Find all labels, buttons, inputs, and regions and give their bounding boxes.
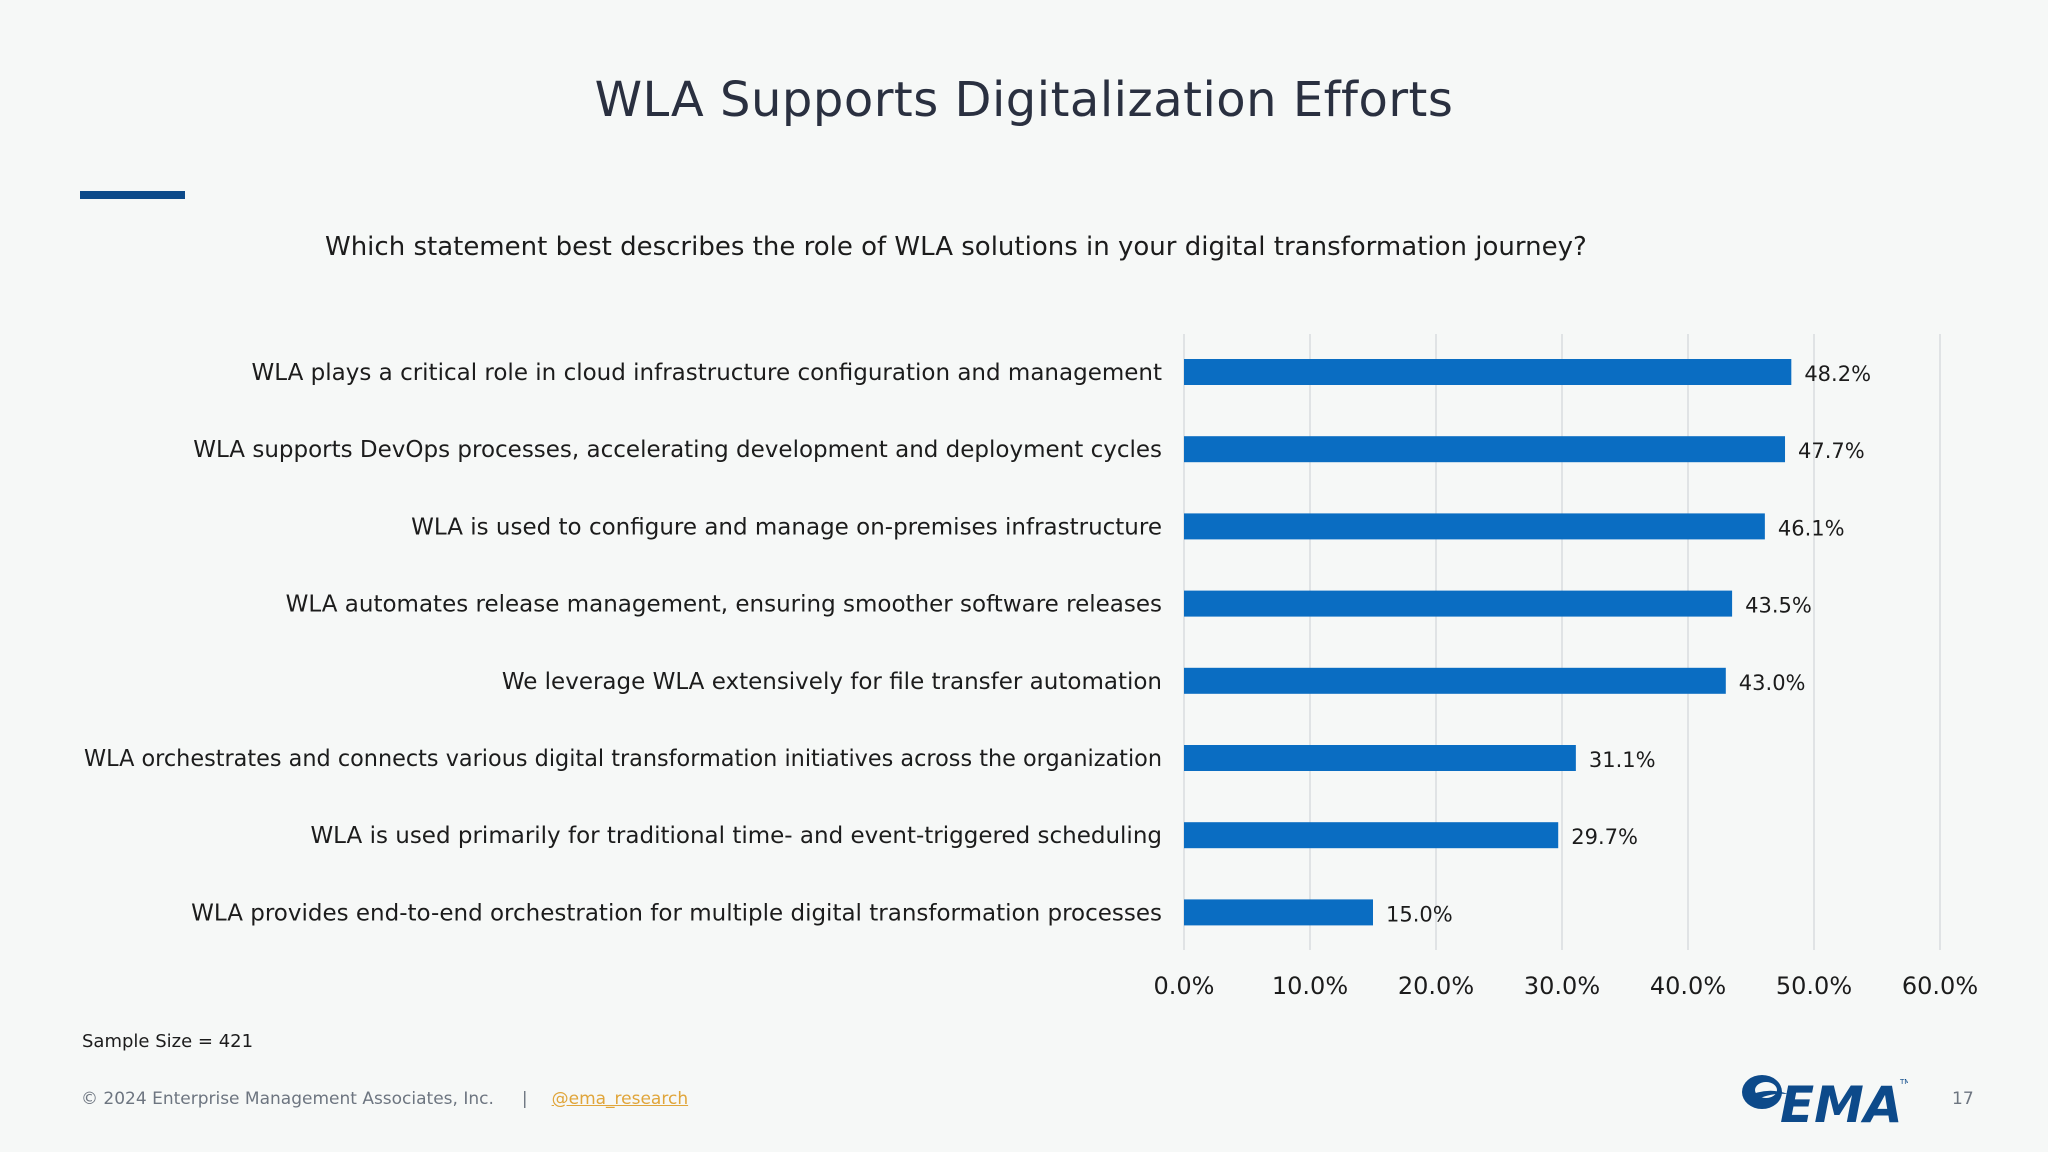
ema-logo: EMA TM <box>1742 1075 1908 1128</box>
category-label: WLA plays a critical role in cloud infra… <box>252 360 1162 386</box>
footer: © 2024 Enterprise Management Associates,… <box>81 1089 688 1109</box>
ema-swoosh-icon <box>1742 1075 1788 1109</box>
data-label: 47.7% <box>1798 439 1865 463</box>
category-label: WLA provides end-to-end orchestration fo… <box>191 900 1162 926</box>
category-label: WLA orchestrates and connects various di… <box>84 746 1162 772</box>
data-label: 29.7% <box>1571 825 1638 849</box>
twitter-handle-link[interactable]: @ema_research <box>551 1089 689 1109</box>
category-label: WLA is used primarily for traditional ti… <box>310 823 1162 849</box>
bar <box>1184 899 1373 926</box>
x-tick-label: 30.0% <box>1524 972 1600 1000</box>
category-label: WLA supports DevOps processes, accelerat… <box>193 437 1162 463</box>
bar <box>1184 359 1792 385</box>
bar <box>1184 436 1786 463</box>
svg-text:TM: TM <box>1899 1078 1908 1086</box>
x-tick-label: 10.0% <box>1272 972 1348 1000</box>
page-number: 17 <box>1952 1089 1974 1109</box>
bar-chart: 0.0% 10.0% 20.0% 30.0% 40.0% 50.0% 60.0% WLA pl… <box>84 334 1978 1000</box>
x-tick-label: 60.0% <box>1902 972 1978 1000</box>
bar <box>1184 667 1726 694</box>
x-tick-label: 20.0% <box>1398 972 1474 1000</box>
bar <box>1184 822 1559 849</box>
category-label: WLA automates release management, ensuri… <box>286 592 1162 618</box>
category-label: WLA is used to configure and manage on-p… <box>411 514 1162 540</box>
copyright-text: © 2024 Enterprise Management Associates,… <box>81 1089 494 1109</box>
title-accent-bar <box>80 191 185 199</box>
data-label: 15.0% <box>1386 902 1453 926</box>
logo-text: EMA <box>1780 1076 1903 1128</box>
x-tick-label: 40.0% <box>1650 972 1726 1000</box>
data-label: 31.1% <box>1589 748 1656 772</box>
category-label: We leverage WLA extensively for file tra… <box>502 669 1162 695</box>
x-tick-label: 0.0% <box>1154 972 1215 1000</box>
footer-separator: | <box>521 1089 528 1109</box>
x-tick-label: 50.0% <box>1776 972 1852 1000</box>
data-label: 43.0% <box>1739 671 1806 695</box>
sample-size: Sample Size = 421 <box>82 1031 254 1052</box>
data-label: 46.1% <box>1778 516 1845 540</box>
bar <box>1184 745 1576 771</box>
slide-title: WLA Supports Digitalization Efforts <box>594 72 1454 128</box>
data-label: 43.5% <box>1745 594 1812 618</box>
survey-question: Which statement best describes the role … <box>325 232 1587 262</box>
bar <box>1184 513 1765 540</box>
data-label: 48.2% <box>1804 362 1871 386</box>
bar <box>1184 590 1733 617</box>
